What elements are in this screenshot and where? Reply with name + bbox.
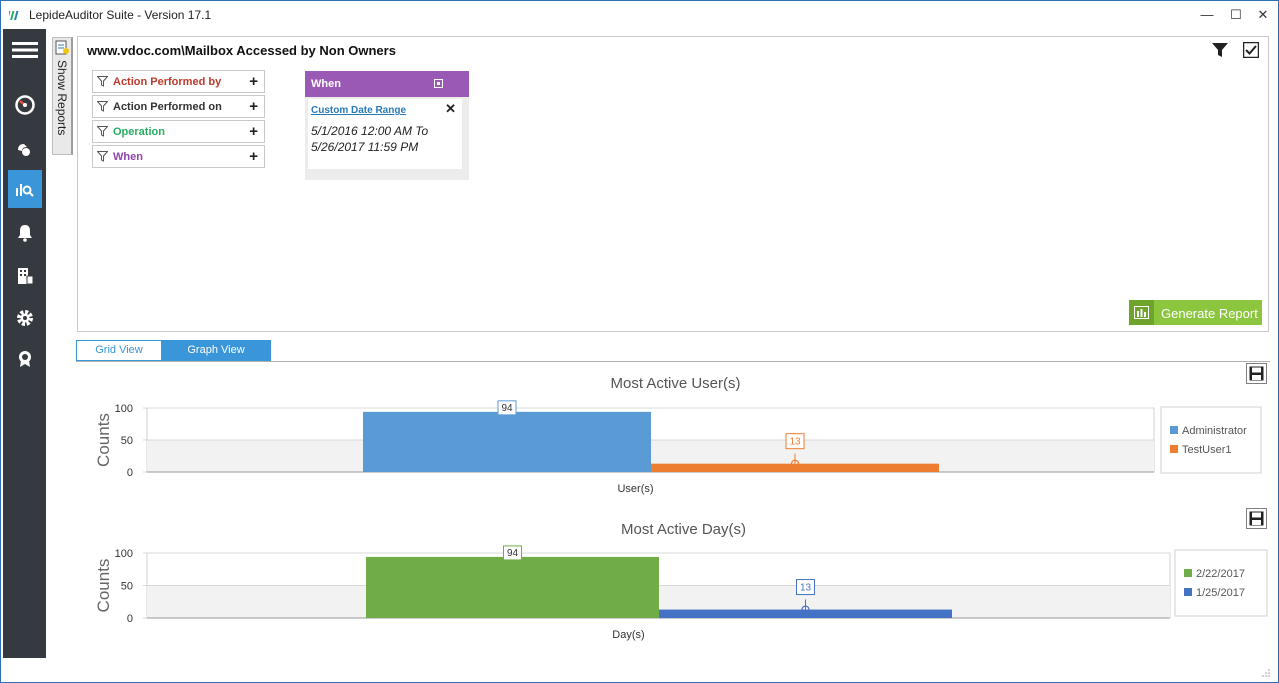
save-chart-icon[interactable]: [1246, 363, 1267, 384]
when-card-body: Custom Date Range ✕ 5/1/2016 12:00 AM To…: [308, 99, 462, 169]
window-title: LepideAuditor Suite - Version 17.1: [29, 8, 212, 22]
report-filter-panel: www.vdoc.com\Mailbox Accessed by Non Own…: [77, 36, 1269, 332]
sidebar: [3, 29, 46, 658]
title-bar: LepideAuditor Suite - Version 17.1 — ☐ ✕: [1, 1, 1278, 29]
add-filter-icon[interactable]: +: [249, 98, 258, 115]
legend-label: TestUser1: [1182, 444, 1232, 456]
custom-date-range-link[interactable]: Custom Date Range: [311, 105, 407, 116]
date-range-value: 5/1/2016 12:00 AM To 5/26/2017 11:59 PM: [311, 123, 428, 155]
show-reports-button[interactable]: Show Reports: [52, 37, 73, 155]
data-label-box: [497, 400, 517, 416]
bar: [363, 411, 651, 472]
data-label-box: [785, 433, 805, 450]
data-point-marker: [790, 459, 800, 468]
report-title: www.vdoc.com\Mailbox Accessed by Non Own…: [87, 43, 396, 58]
legend-box: [1160, 406, 1262, 474]
legend-swatch: [1184, 588, 1192, 596]
app-logo-icon: [6, 9, 21, 21]
y-tick-label: 50: [121, 581, 133, 593]
filter-label: Operation: [113, 126, 165, 138]
dashboard-gauge-icon[interactable]: [8, 86, 42, 124]
x-axis-label: Day(s): [612, 629, 644, 641]
x-axis-label: User(s): [617, 483, 653, 495]
close-button[interactable]: ✕: [1257, 7, 1269, 22]
data-label-box: [503, 545, 522, 561]
data-point-marker: [801, 605, 810, 614]
chart-title: Most Active User(s): [610, 375, 740, 392]
report-page-icon: [55, 40, 70, 59]
legend-swatch: [1184, 569, 1192, 577]
when-filter-card: When Custom Date Range ✕ 5/1/2016 12:00 …: [305, 71, 469, 180]
filter-label: Action Performed on: [113, 101, 222, 113]
filter-label: Action Performed by: [113, 76, 222, 88]
add-filter-icon[interactable]: +: [249, 123, 258, 140]
tab-divider: [76, 361, 1270, 362]
bar-chart-icon: [1129, 300, 1154, 325]
legend-label: 1/25/2017: [1196, 587, 1245, 599]
bar: [366, 556, 659, 618]
filter-label: When: [113, 151, 143, 163]
add-filter-icon[interactable]: +: [249, 148, 258, 165]
filter-action-performed-by[interactable]: Action Performed by +: [92, 70, 265, 93]
y-tick-label: 100: [115, 403, 133, 415]
funnel-icon: [96, 151, 109, 165]
radar-icon[interactable]: [8, 130, 42, 168]
graph-view-area: Most Active User(s) 0 50 100 Counts User(s) 94…: [76, 362, 1270, 657]
bar: [651, 463, 939, 472]
building-report-icon[interactable]: [8, 257, 42, 295]
y-axis-label: Counts: [94, 559, 113, 613]
chart-title: Most Active Day(s): [621, 521, 746, 538]
data-label-box: [796, 579, 815, 596]
show-reports-label: Show Reports: [55, 60, 69, 136]
legend-swatch: [1170, 445, 1178, 453]
tab-graph-view[interactable]: Graph View: [161, 340, 271, 361]
y-tick-label: 0: [127, 467, 133, 479]
y-tick-label: 100: [115, 548, 133, 560]
generate-report-button[interactable]: Generate Report: [1129, 300, 1262, 325]
y-tick-label: 0: [127, 613, 133, 625]
filter-action-performed-on[interactable]: Action Performed on +: [92, 95, 265, 118]
gear-settings-icon[interactable]: [8, 299, 42, 337]
legend-swatch: [1170, 426, 1178, 434]
when-card-header: When: [305, 71, 469, 97]
remove-date-range-icon[interactable]: ✕: [445, 101, 456, 116]
date-range-start: 5/1/2016 12:00 AM To: [311, 124, 429, 138]
checkbox-select-icon[interactable]: [1242, 41, 1260, 61]
when-card-title: When: [311, 78, 341, 90]
collapse-icon[interactable]: [434, 77, 443, 91]
data-label: 94: [501, 403, 513, 414]
reports-search-icon[interactable]: [8, 170, 42, 208]
y-tick-label: 50: [121, 435, 133, 447]
legend-label: Administrator: [1182, 425, 1247, 437]
data-label: 94: [507, 548, 519, 559]
y-axis-label: Counts: [94, 413, 113, 467]
filter-operation[interactable]: Operation +: [92, 120, 265, 143]
filter-when[interactable]: When +: [92, 145, 265, 168]
add-filter-icon[interactable]: +: [249, 73, 258, 90]
hamburger-menu-icon[interactable]: [8, 31, 42, 69]
data-label: 13: [789, 437, 801, 448]
generate-report-label: Generate Report: [1161, 306, 1258, 321]
status-bar: [1, 658, 1278, 682]
bar: [659, 609, 952, 618]
tab-grid-view[interactable]: Grid View: [76, 340, 162, 361]
bell-alerts-icon[interactable]: [8, 214, 42, 252]
resize-grip-icon[interactable]: [1262, 666, 1270, 680]
legend-label: 2/22/2017: [1196, 568, 1245, 580]
charts-canvas: Most Active User(s)050100CountsUser(s)94…: [94, 375, 1268, 641]
date-range-end: 5/26/2017 11:59 PM: [311, 140, 419, 154]
maximize-button[interactable]: ☐: [1230, 7, 1242, 22]
minimize-button[interactable]: —: [1200, 7, 1214, 22]
funnel-icon: [96, 101, 109, 115]
funnel-icon: [96, 76, 109, 90]
save-chart-icon[interactable]: [1246, 508, 1267, 529]
filter-funnel-icon[interactable]: [1212, 42, 1228, 61]
funnel-icon: [96, 126, 109, 140]
data-label: 13: [800, 583, 812, 594]
legend-box: [1174, 549, 1268, 617]
license-badge-icon[interactable]: [8, 340, 42, 378]
